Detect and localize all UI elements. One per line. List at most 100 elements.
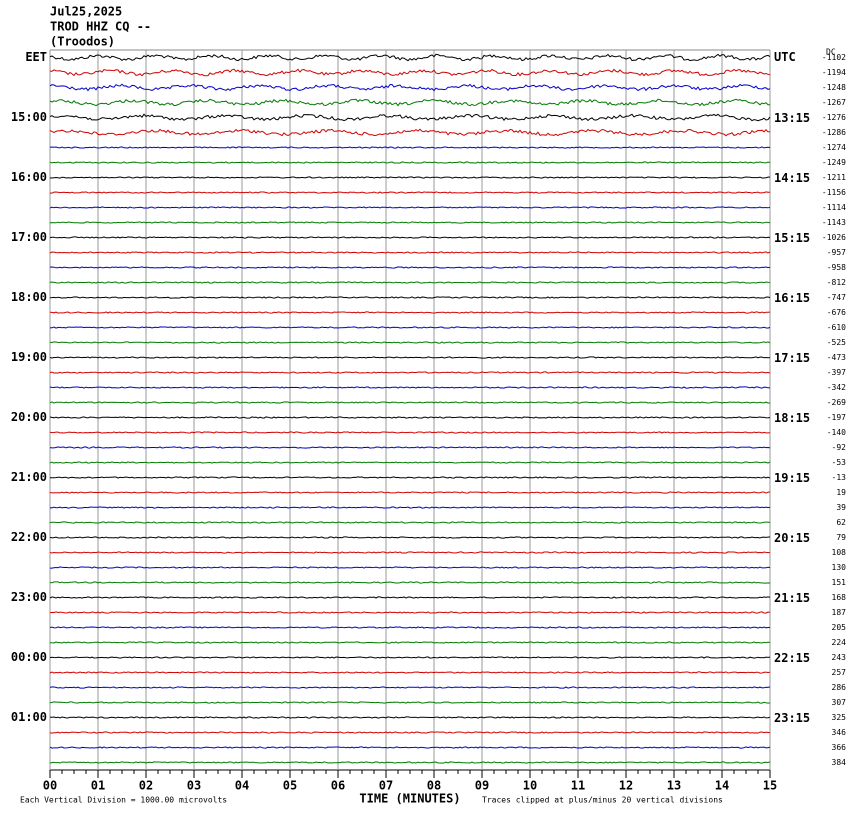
dc-offset: -1156: [822, 188, 846, 197]
x-tick-label: 09: [475, 779, 489, 793]
trace: [49, 83, 771, 92]
trace: [49, 161, 771, 164]
trace: [49, 341, 771, 344]
dc-offset: 257: [832, 668, 847, 677]
dc-offset: -958: [827, 263, 846, 272]
trace: [49, 716, 771, 719]
trace: [49, 641, 771, 644]
right-time-label: UTC: [774, 50, 796, 64]
x-tick-label: 15: [763, 779, 777, 793]
location: (Troodos): [50, 35, 115, 49]
trace: [49, 746, 771, 749]
trace: [49, 311, 771, 314]
dc-offset: 79: [836, 533, 846, 542]
dc-offset: 39: [836, 503, 846, 512]
trace: [49, 326, 771, 329]
left-time-label: 01:00: [11, 710, 47, 724]
x-tick-label: 00: [43, 779, 57, 793]
dc-offset: -1194: [822, 68, 846, 77]
station: TROD HHZ CQ --: [50, 20, 151, 34]
dc-offset: 151: [832, 578, 847, 587]
x-axis-label: TIME (MINUTES): [359, 792, 460, 806]
dc-label: DC: [826, 48, 836, 57]
trace: [49, 431, 771, 434]
dc-offset: -1248: [822, 83, 846, 92]
trace: [49, 416, 771, 419]
trace: [49, 356, 771, 359]
trace: [49, 146, 771, 149]
dc-offset: 346: [832, 728, 847, 737]
dc-offset: 108: [832, 548, 847, 557]
trace: [49, 686, 771, 689]
dc-offset: -1026: [822, 233, 846, 242]
trace: [49, 731, 771, 734]
right-time-label: 23:15: [774, 711, 810, 725]
trace: [49, 551, 771, 554]
dc-offset: -269: [827, 398, 846, 407]
dc-offset: 384: [832, 758, 847, 767]
left-time-label: 23:00: [11, 590, 47, 604]
dc-offset: -1286: [822, 128, 846, 137]
trace: [49, 656, 771, 659]
trace: [49, 626, 771, 629]
dc-offset: 224: [832, 638, 847, 647]
trace: [49, 113, 771, 122]
left-time-label: 20:00: [11, 410, 47, 424]
trace: [49, 281, 771, 284]
dc-offset: -610: [827, 323, 846, 332]
dc-offset: 325: [832, 713, 847, 722]
trace: [49, 371, 771, 374]
trace: [49, 191, 771, 194]
trace: [49, 506, 771, 509]
dc-offset: 243: [832, 653, 847, 662]
dc-offset: 168: [832, 593, 847, 602]
dc-offset: -525: [827, 338, 846, 347]
left-time-label: EET: [25, 50, 47, 64]
right-time-label: 16:15: [774, 291, 810, 305]
x-tick-label: 08: [427, 779, 441, 793]
dc-offset: -1267: [822, 98, 846, 107]
x-tick-label: 07: [379, 779, 393, 793]
dc-offset: -676: [827, 308, 846, 317]
trace: [49, 491, 771, 494]
dc-offset: -1249: [822, 158, 846, 167]
left-time-label: 19:00: [11, 350, 47, 364]
dc-offset: -1274: [822, 143, 846, 152]
trace: [49, 251, 771, 254]
trace: [49, 206, 771, 209]
right-time-label: 15:15: [774, 231, 810, 245]
dc-offset: -342: [827, 383, 846, 392]
x-tick-label: 01: [91, 779, 105, 793]
right-time-label: 18:15: [774, 411, 810, 425]
dc-offset: -473: [827, 353, 846, 362]
dc-offset: 62: [836, 518, 846, 527]
trace: [49, 596, 771, 599]
dc-offset: 366: [832, 743, 847, 752]
x-tick-label: 02: [139, 779, 153, 793]
dc-offset: -1143: [822, 218, 846, 227]
dc-offset: 19: [836, 488, 846, 497]
right-time-label: 13:15: [774, 111, 810, 125]
trace: [49, 296, 771, 299]
trace: [49, 536, 771, 539]
trace: [49, 611, 771, 614]
trace: [49, 446, 771, 449]
left-time-label: 18:00: [11, 290, 47, 304]
trace: [49, 68, 771, 77]
dc-offset: -957: [827, 248, 846, 257]
dc-offset: -1211: [822, 173, 846, 182]
x-tick-label: 11: [571, 779, 585, 793]
dc-offset: 187: [832, 608, 847, 617]
x-tick-label: 03: [187, 779, 201, 793]
dc-offset: -397: [827, 368, 846, 377]
left-time-label: 21:00: [11, 470, 47, 484]
right-time-label: 19:15: [774, 471, 810, 485]
dc-offset: -53: [832, 458, 847, 467]
dc-offset: 205: [832, 623, 847, 632]
trace: [49, 476, 771, 479]
dc-offset: -92: [832, 443, 847, 452]
trace: [49, 401, 770, 404]
right-time-label: 17:15: [774, 351, 810, 365]
trace: [49, 521, 771, 524]
